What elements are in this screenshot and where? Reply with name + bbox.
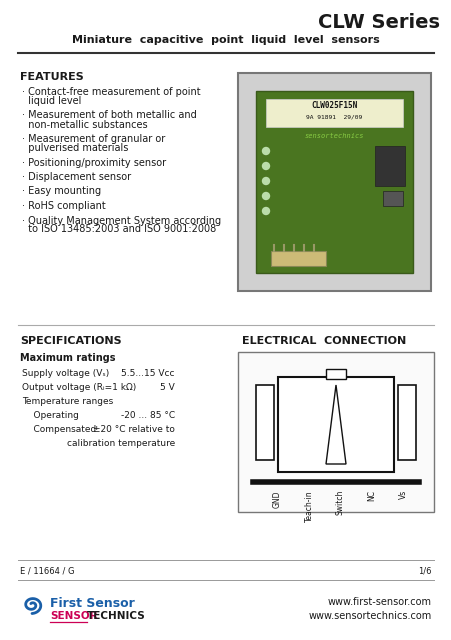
Text: Output voltage (Rᵢ=1 kΩ): Output voltage (Rᵢ=1 kΩ) (22, 383, 136, 392)
Text: 1/6: 1/6 (418, 566, 431, 575)
Text: to ISO 13485:2003 and ISO 9001:2008: to ISO 13485:2003 and ISO 9001:2008 (22, 225, 216, 234)
Text: pulverised materials: pulverised materials (22, 143, 128, 153)
Text: www.sensortechnics.com: www.sensortechnics.com (308, 611, 431, 621)
Text: Supply voltage (Vₛ): Supply voltage (Vₛ) (22, 369, 109, 378)
Text: 5.5...15 Vᴄᴄ: 5.5...15 Vᴄᴄ (121, 369, 175, 378)
Circle shape (262, 163, 269, 170)
Circle shape (262, 193, 269, 200)
Text: CLW Series: CLW Series (318, 13, 439, 31)
FancyBboxPatch shape (325, 369, 345, 379)
FancyBboxPatch shape (238, 73, 430, 291)
Text: TECHNICS: TECHNICS (87, 611, 145, 621)
Text: Operating: Operating (22, 411, 79, 420)
Text: E / 11664 / G: E / 11664 / G (20, 566, 74, 575)
Text: -20 ... 85 °C: -20 ... 85 °C (120, 411, 175, 420)
Text: ±20 °C relative to: ±20 °C relative to (93, 425, 175, 434)
Text: www.first-sensor.com: www.first-sensor.com (327, 597, 431, 607)
Text: Switch: Switch (335, 490, 344, 515)
Text: Teach-in: Teach-in (304, 490, 313, 522)
Text: Temperature ranges: Temperature ranges (22, 397, 113, 406)
Text: Compensated: Compensated (22, 425, 96, 434)
Text: FEATURES: FEATURES (20, 72, 83, 82)
Text: 5 V: 5 V (160, 383, 175, 392)
Text: Miniature  capacitive  point  liquid  level  sensors: Miniature capacitive point liquid level … (72, 35, 379, 45)
Polygon shape (325, 385, 345, 464)
Text: Maximum ratings: Maximum ratings (20, 353, 115, 363)
FancyBboxPatch shape (265, 99, 402, 127)
Text: SENSOR: SENSOR (50, 611, 97, 621)
Text: non-metallic substances: non-metallic substances (22, 120, 147, 129)
Text: · Positioning/proximity sensor: · Positioning/proximity sensor (22, 157, 166, 168)
Text: · Contact-free measurement of point: · Contact-free measurement of point (22, 87, 200, 97)
Text: · Measurement of granular or: · Measurement of granular or (22, 134, 165, 144)
Circle shape (262, 207, 269, 214)
Circle shape (262, 177, 269, 184)
Text: First Sensor: First Sensor (50, 597, 134, 610)
Text: SPECIFICATIONS: SPECIFICATIONS (20, 336, 121, 346)
Text: · RoHS compliant: · RoHS compliant (22, 201, 106, 211)
FancyBboxPatch shape (382, 191, 402, 206)
FancyBboxPatch shape (397, 385, 415, 460)
Text: · Easy mounting: · Easy mounting (22, 186, 101, 196)
FancyBboxPatch shape (271, 251, 325, 266)
Text: ELECTRICAL  CONNECTION: ELECTRICAL CONNECTION (241, 336, 405, 346)
FancyBboxPatch shape (255, 385, 273, 460)
FancyBboxPatch shape (238, 352, 433, 512)
Text: GND: GND (272, 490, 281, 508)
Text: sensortechnics: sensortechnics (304, 133, 364, 139)
FancyBboxPatch shape (277, 377, 393, 472)
FancyBboxPatch shape (255, 91, 412, 273)
Text: · Measurement of both metallic and: · Measurement of both metallic and (22, 111, 196, 120)
Text: Vs: Vs (398, 490, 407, 499)
Text: 9A 91891  29/09: 9A 91891 29/09 (306, 115, 362, 120)
Text: · Quality Management System according: · Quality Management System according (22, 216, 221, 225)
FancyBboxPatch shape (374, 146, 404, 186)
Text: calibration temperature: calibration temperature (67, 439, 175, 448)
Circle shape (262, 147, 269, 154)
Text: CLW025F15N: CLW025F15N (311, 102, 357, 111)
Text: · Displacement sensor: · Displacement sensor (22, 172, 131, 182)
Text: NC: NC (367, 490, 376, 501)
Text: liquid level: liquid level (22, 96, 81, 106)
